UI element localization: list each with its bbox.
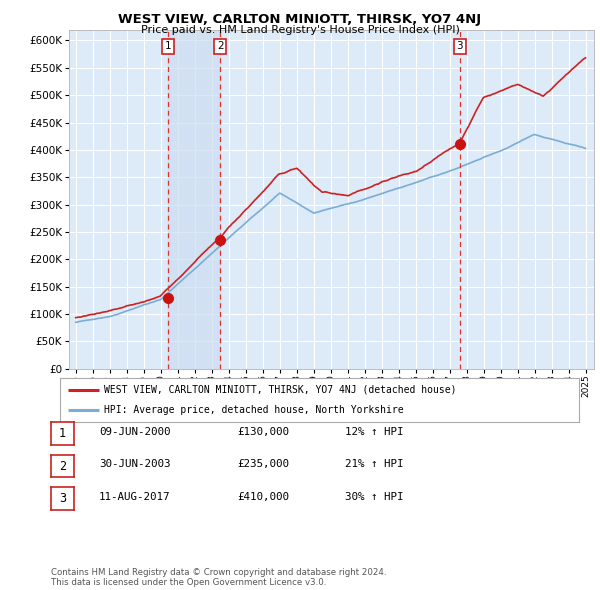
Text: 2: 2 (59, 460, 66, 473)
Text: 12% ↑ HPI: 12% ↑ HPI (345, 427, 404, 437)
Text: 3: 3 (457, 41, 463, 51)
Text: 09-JUN-2000: 09-JUN-2000 (99, 427, 170, 437)
Text: £235,000: £235,000 (237, 460, 289, 469)
Text: £410,000: £410,000 (237, 492, 289, 502)
Text: 30% ↑ HPI: 30% ↑ HPI (345, 492, 404, 502)
Text: 2: 2 (217, 41, 224, 51)
Text: WEST VIEW, CARLTON MINIOTT, THIRSK, YO7 4NJ (detached house): WEST VIEW, CARLTON MINIOTT, THIRSK, YO7 … (104, 385, 457, 395)
Text: This data is licensed under the Open Government Licence v3.0.: This data is licensed under the Open Gov… (51, 578, 326, 587)
Text: 1: 1 (59, 427, 66, 440)
Text: 3: 3 (59, 492, 66, 505)
Text: 21% ↑ HPI: 21% ↑ HPI (345, 460, 404, 469)
Text: £130,000: £130,000 (237, 427, 289, 437)
Bar (168, 30, 220, 369)
Text: 1: 1 (165, 41, 172, 51)
Text: HPI: Average price, detached house, North Yorkshire: HPI: Average price, detached house, Nort… (104, 405, 404, 415)
Text: WEST VIEW, CARLTON MINIOTT, THIRSK, YO7 4NJ: WEST VIEW, CARLTON MINIOTT, THIRSK, YO7 … (118, 13, 482, 26)
Text: Contains HM Land Registry data © Crown copyright and database right 2024.: Contains HM Land Registry data © Crown c… (51, 568, 386, 577)
Text: 30-JUN-2003: 30-JUN-2003 (99, 460, 170, 469)
Text: 11-AUG-2017: 11-AUG-2017 (99, 492, 170, 502)
Text: Price paid vs. HM Land Registry's House Price Index (HPI): Price paid vs. HM Land Registry's House … (140, 25, 460, 35)
